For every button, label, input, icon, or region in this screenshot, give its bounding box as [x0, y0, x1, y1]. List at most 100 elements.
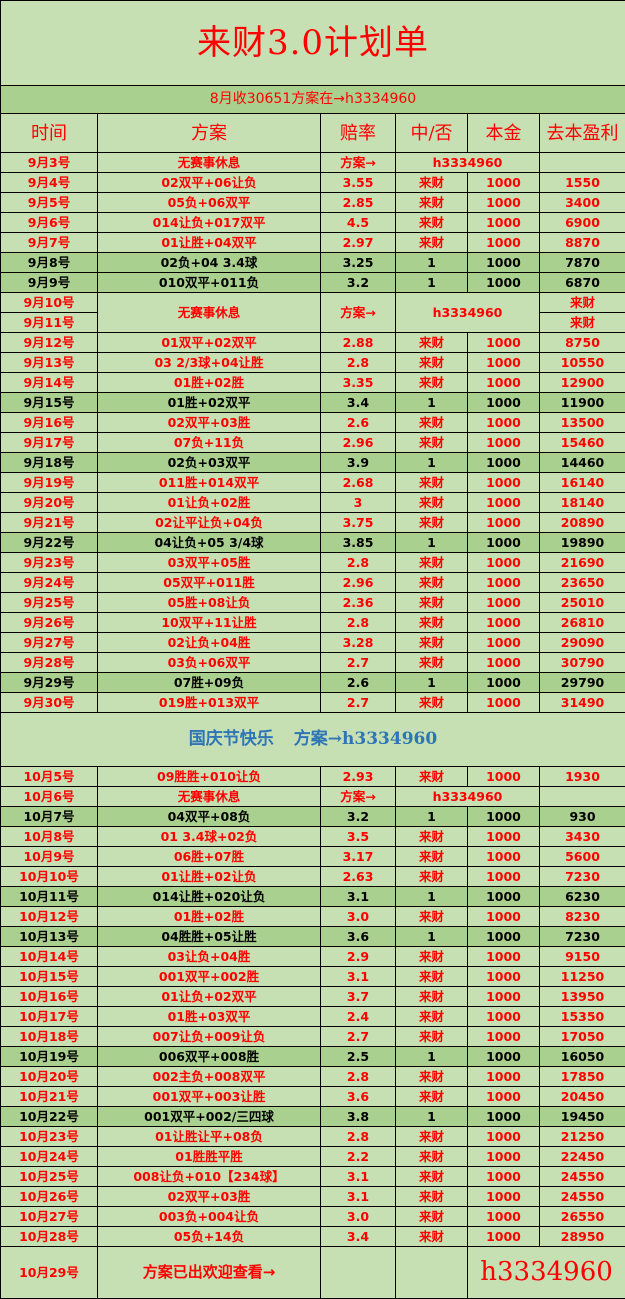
plan-cell: 01让负+02双平 — [98, 987, 321, 1007]
result-cell: 来财 — [396, 967, 468, 987]
principal-cell: 1000 — [468, 333, 540, 353]
date-cell: 9月18号 — [1, 453, 98, 473]
odds-cell: 2.5 — [321, 1047, 396, 1067]
plan-cell: 01胜+02双平 — [98, 393, 321, 413]
result-cell: 来财 — [396, 827, 468, 847]
odds-cell: 3.1 — [321, 1167, 396, 1187]
date-cell: 10月8号 — [1, 827, 98, 847]
odds-cell: 2.4 — [321, 1007, 396, 1027]
plan-cell: 003负+004让负 — [98, 1207, 321, 1227]
plan-cell: 01胜+02胜 — [98, 373, 321, 393]
result-cell: 来财 — [396, 473, 468, 493]
result-cell: 来财 — [396, 613, 468, 633]
date-cell: 10月5号 — [1, 767, 98, 787]
result-cell: 来财 — [396, 373, 468, 393]
profit-cell: 7230 — [540, 927, 625, 947]
plan-cell: 05胜+08让负 — [98, 593, 321, 613]
plan-cell: 001双平+003让胜 — [98, 1087, 321, 1107]
odds-cell: 方案→ — [321, 787, 396, 807]
date-cell: 10月23号 — [1, 1127, 98, 1147]
odds-cell: 2.88 — [321, 333, 396, 353]
principal-cell: 1000 — [468, 193, 540, 213]
result-cell — [396, 1247, 468, 1299]
odds-cell: 3.2 — [321, 273, 396, 293]
principal-cell: 1000 — [468, 1227, 540, 1247]
plan-cell: 04双平+08负 — [98, 807, 321, 827]
result-cell: 来财 — [396, 767, 468, 787]
odds-cell: 3.28 — [321, 633, 396, 653]
result-cell: 1 — [396, 253, 468, 273]
header-principal: 本金 — [468, 114, 540, 153]
table-row: 10月29号方案已出欢迎查看→h3334960 — [1, 1247, 625, 1299]
date-cell: 9月13号 — [1, 353, 98, 373]
profit-cell — [540, 787, 625, 807]
odds-cell: 2.36 — [321, 593, 396, 613]
date-cell: 9月25号 — [1, 593, 98, 613]
plan-cell: 01 3.4球+02负 — [98, 827, 321, 847]
principal-cell: 1000 — [468, 213, 540, 233]
principal-cell: 1000 — [468, 1067, 540, 1087]
plan-cell: 01让负+02胜 — [98, 493, 321, 513]
result-cell: 1 — [396, 927, 468, 947]
plan-cell: 008让负+010【234球】 — [98, 1167, 321, 1187]
result-cell: 1 — [396, 453, 468, 473]
principal-cell: 1000 — [468, 1187, 540, 1207]
plan-cell: 014让负+017双平 — [98, 213, 321, 233]
odds-cell: 3.25 — [321, 253, 396, 273]
principal-cell: 1000 — [468, 233, 540, 253]
profit-cell: 31490 — [540, 693, 625, 713]
odds-cell: 2.97 — [321, 233, 396, 253]
odds-cell: 3.4 — [321, 1227, 396, 1247]
result-cell: 来财 — [396, 693, 468, 713]
date-cell: 10月26号 — [1, 1187, 98, 1207]
plan-cell: 02双平+06让负 — [98, 173, 321, 193]
principal-cell: 1000 — [468, 987, 540, 1007]
date-cell: 9月23号 — [1, 553, 98, 573]
odds-cell: 4.5 — [321, 213, 396, 233]
plan-cell: 无赛事休息 — [98, 787, 321, 807]
odds-cell: 3.5 — [321, 827, 396, 847]
result-cell: 来财 — [396, 1007, 468, 1027]
odds-cell: 2.6 — [321, 673, 396, 693]
profit-cell: 17850 — [540, 1067, 625, 1087]
result-cell: 来财 — [396, 1127, 468, 1147]
date-cell: 9月19号 — [1, 473, 98, 493]
profit-cell: 25010 — [540, 593, 625, 613]
profit-cell: 6900 — [540, 213, 625, 233]
result-cell: 来财 — [396, 333, 468, 353]
profit-cell: 29790 — [540, 673, 625, 693]
result-cell: 来财 — [396, 1027, 468, 1047]
result-cell: 1 — [396, 1047, 468, 1067]
odds-cell: 3.8 — [321, 1107, 396, 1127]
odds-cell: 3.85 — [321, 533, 396, 553]
code-cell: h3334960 — [396, 787, 540, 807]
odds-cell: 2.63 — [321, 867, 396, 887]
plan-cell: 03双平+05胜 — [98, 553, 321, 573]
code-cell: h3334960 — [396, 293, 540, 333]
plan-cell: 02负+04 3.4球 — [98, 253, 321, 273]
date-cell: 9月8号 — [1, 253, 98, 273]
odds-cell: 2.2 — [321, 1147, 396, 1167]
profit-cell: 24550 — [540, 1167, 625, 1187]
date-cell: 10月15号 — [1, 967, 98, 987]
date-cell: 10月10号 — [1, 867, 98, 887]
date-cell: 9月11号 — [1, 313, 98, 333]
result-cell: 来财 — [396, 553, 468, 573]
result-cell: 来财 — [396, 213, 468, 233]
profit-cell: 19450 — [540, 1107, 625, 1127]
plan-cell: 无赛事休息 — [98, 153, 321, 173]
result-cell: 来财 — [396, 907, 468, 927]
date-cell: 9月26号 — [1, 613, 98, 633]
date-cell: 10月7号 — [1, 807, 98, 827]
plan-cell: 006双平+008胜 — [98, 1047, 321, 1067]
plan-cell: 01胜胜平胜 — [98, 1147, 321, 1167]
